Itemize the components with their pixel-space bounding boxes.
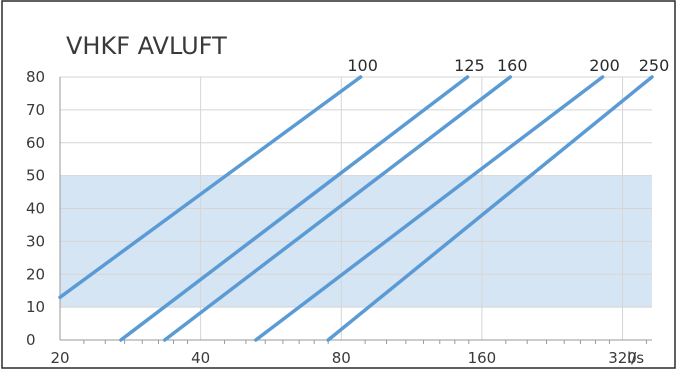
chart-title: VHKF AVLUFT [66, 32, 227, 60]
y-tick-label: 70 [26, 101, 45, 119]
y-tick-label: 10 [26, 298, 45, 316]
y-tick-label: 20 [26, 265, 45, 283]
x-tick-label: 40 [191, 349, 210, 367]
series-label-250: 250 [639, 56, 670, 75]
x-tick-label: 20 [50, 349, 69, 367]
y-tick-label: 80 [26, 68, 45, 86]
series-line-250 [326, 75, 654, 342]
y-tick-label: 60 [26, 134, 45, 152]
y-tick-label: 50 [26, 167, 45, 185]
x-tick-label: 320 [608, 349, 637, 367]
series-label-200: 200 [589, 56, 620, 75]
series-line-200 [254, 75, 605, 342]
y-tick-label: 40 [26, 200, 45, 218]
series-line-100 [58, 75, 363, 300]
x-tick-label: 160 [468, 349, 497, 367]
y-tick-label: 0 [26, 331, 36, 349]
series-label-160: 160 [497, 56, 528, 75]
x-tick-label: 80 [332, 349, 351, 367]
y-tick-label: 30 [26, 232, 45, 250]
series-label-125: 125 [454, 56, 485, 75]
series-line-125 [119, 75, 470, 342]
x-axis-unit: l/s [627, 349, 644, 367]
series-line-160 [162, 75, 513, 342]
series-label-100: 100 [347, 56, 378, 75]
